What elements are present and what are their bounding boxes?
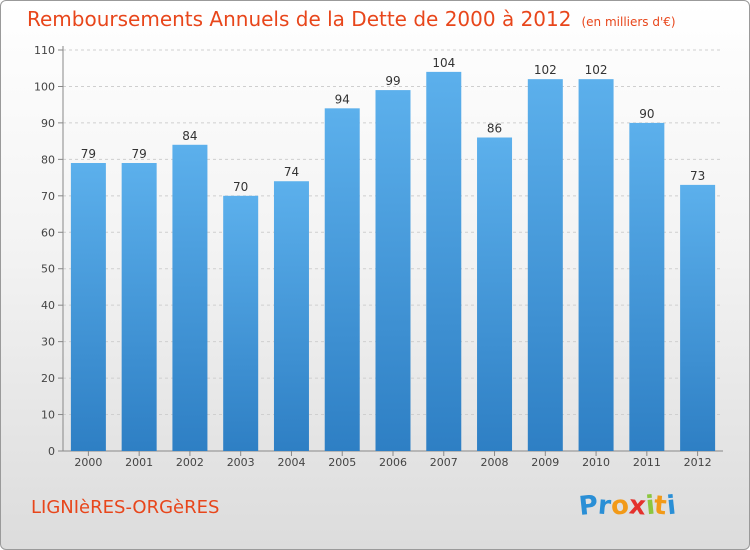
y-tick-label: 40 — [41, 299, 55, 312]
x-tick-label: 2002 — [176, 456, 204, 469]
bar — [578, 79, 614, 451]
data-label: 86 — [487, 121, 502, 135]
bar — [426, 71, 462, 451]
x-tick-label: 2000 — [74, 456, 102, 469]
x-tick-label: 2007 — [430, 456, 458, 469]
x-tick-label: 2006 — [379, 456, 407, 469]
data-label: 102 — [534, 63, 557, 77]
y-tick-label: 50 — [41, 263, 55, 276]
data-label: 102 — [585, 63, 608, 77]
title-unit: (en milliers d'€) — [581, 15, 676, 29]
y-tick-label: 10 — [41, 409, 55, 422]
proxiti-logo: Proxiti — [577, 490, 678, 522]
data-label: 94 — [335, 92, 350, 106]
y-tick-label: 100 — [34, 80, 55, 93]
x-tick-label: 2009 — [531, 456, 559, 469]
data-label: 70 — [233, 180, 248, 194]
bar — [375, 90, 411, 451]
y-tick-label: 110 — [34, 44, 55, 57]
y-tick-label: 90 — [41, 117, 55, 130]
data-label: 73 — [690, 169, 705, 183]
title-main: Remboursements Annuels de la Dette de 20… — [27, 7, 572, 31]
bar — [680, 184, 716, 451]
bar — [172, 144, 208, 452]
data-label: 84 — [182, 129, 197, 143]
data-label: 79 — [81, 147, 96, 161]
bar — [324, 108, 360, 451]
bar — [273, 181, 309, 451]
data-label: 99 — [385, 74, 400, 88]
bar — [527, 79, 563, 451]
y-tick-label: 20 — [41, 372, 55, 385]
x-tick-label: 2005 — [328, 456, 356, 469]
x-tick-label: 2011 — [633, 456, 661, 469]
x-tick-label: 2012 — [684, 456, 712, 469]
y-tick-label: 80 — [41, 153, 55, 166]
x-tick-label: 2010 — [582, 456, 610, 469]
y-tick-label: 30 — [41, 336, 55, 349]
y-tick-label: 70 — [41, 190, 55, 203]
data-label: 90 — [639, 107, 654, 121]
bar — [629, 122, 665, 451]
place-name: LIGNIèRES-ORGèRES — [31, 497, 220, 518]
chart-title: Remboursements Annuels de la Dette de 20… — [27, 7, 676, 31]
x-tick-label: 2004 — [277, 456, 305, 469]
x-tick-label: 2003 — [227, 456, 255, 469]
logo-letter: i — [665, 490, 678, 522]
bar — [70, 163, 106, 451]
x-tick-label: 2001 — [125, 456, 153, 469]
y-tick-label: 60 — [41, 226, 55, 239]
x-tick-label: 2008 — [481, 456, 509, 469]
data-label: 104 — [432, 56, 455, 70]
bar — [121, 163, 157, 451]
bar — [477, 137, 513, 451]
data-label: 79 — [132, 147, 147, 161]
bar — [223, 195, 259, 451]
data-label: 74 — [284, 165, 299, 179]
y-tick-label: 0 — [48, 445, 55, 458]
